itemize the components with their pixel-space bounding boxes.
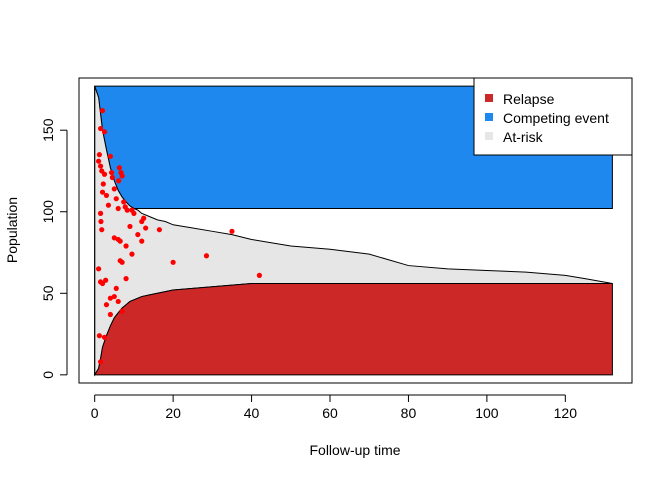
event-point: [170, 259, 176, 265]
event-point: [119, 308, 125, 314]
event-point: [119, 173, 125, 179]
event-point: [98, 218, 104, 225]
event-point: [143, 225, 149, 231]
x-tick-label: 80: [401, 405, 417, 421]
x-tick-label: 100: [475, 405, 499, 421]
legend-label-at-risk: At-risk: [503, 129, 544, 145]
event-point: [103, 192, 110, 199]
legend-swatch-relapse: [485, 94, 493, 102]
event-point: [111, 186, 117, 192]
event-point: [203, 253, 210, 259]
event-point: [107, 153, 113, 159]
legend-swatch-at-risk: [485, 132, 493, 140]
event-point: [124, 207, 130, 213]
event-point: [127, 223, 133, 230]
event-point: [96, 266, 102, 272]
event-point: [116, 178, 122, 184]
legend-label-competing: Competing event: [503, 110, 609, 126]
legend-swatch-competing: [485, 113, 493, 121]
event-point: [111, 293, 117, 300]
x-tick-label: 60: [322, 405, 338, 421]
event-point: [97, 125, 104, 132]
event-point: [129, 251, 135, 257]
event-point: [116, 165, 122, 171]
x-axis-title: Follow-up time: [309, 442, 400, 458]
event-point: [103, 302, 110, 308]
event-point: [113, 196, 119, 202]
event-point: [117, 238, 123, 244]
event-point: [139, 238, 145, 244]
event-point: [100, 181, 106, 187]
event-point: [139, 218, 145, 225]
x-tick-label: 120: [554, 405, 578, 421]
event-point: [131, 210, 137, 216]
event-point: [97, 163, 104, 169]
y-tick-label: 50: [40, 285, 56, 301]
event-point: [105, 202, 112, 208]
event-point: [101, 171, 108, 177]
relapse-area: [93, 283, 613, 376]
event-point: [123, 243, 129, 249]
event-point: [115, 298, 121, 305]
legend-box: [473, 77, 633, 156]
x-tick-label: 40: [244, 405, 260, 421]
event-point: [101, 129, 108, 135]
event-point: [115, 205, 121, 212]
event-point: [96, 152, 102, 158]
event-point: [107, 311, 113, 318]
x-axis: 0 20 40 60 80 100 120: [91, 394, 578, 421]
event-point: [135, 231, 141, 238]
legend: Relapse Competing event At-risk: [473, 77, 633, 156]
y-tick-label: 0: [40, 371, 56, 379]
event-point: [101, 334, 108, 340]
event-point: [113, 285, 119, 292]
event-point: [99, 189, 106, 195]
event-point: [119, 259, 125, 265]
y-axis-title: Population: [4, 197, 20, 263]
y-tick-label: 100: [40, 200, 56, 224]
event-point: [229, 228, 235, 234]
event-point: [99, 108, 106, 114]
plot-frame: [78, 77, 633, 384]
event-point: [107, 295, 113, 301]
event-point: [99, 280, 106, 287]
event-point: [256, 272, 263, 278]
event-point: [96, 333, 102, 339]
legend-label-relapse: Relapse: [503, 91, 555, 107]
event-point: [108, 169, 115, 176]
y-tick-label: 150: [40, 118, 56, 142]
event-point: [99, 227, 105, 233]
event-point: [123, 276, 129, 282]
event-point: [97, 210, 104, 216]
event-point: [111, 235, 117, 241]
y-axis: 0 50 100 150: [40, 118, 68, 379]
x-tick-label: 0: [91, 405, 99, 421]
event-point: [156, 227, 163, 233]
event-point: [97, 359, 104, 365]
event-point: [121, 199, 127, 205]
event-point: [96, 158, 102, 164]
event-point: [103, 277, 109, 283]
x-tick-label: 20: [165, 405, 181, 421]
event-point: [109, 174, 115, 181]
